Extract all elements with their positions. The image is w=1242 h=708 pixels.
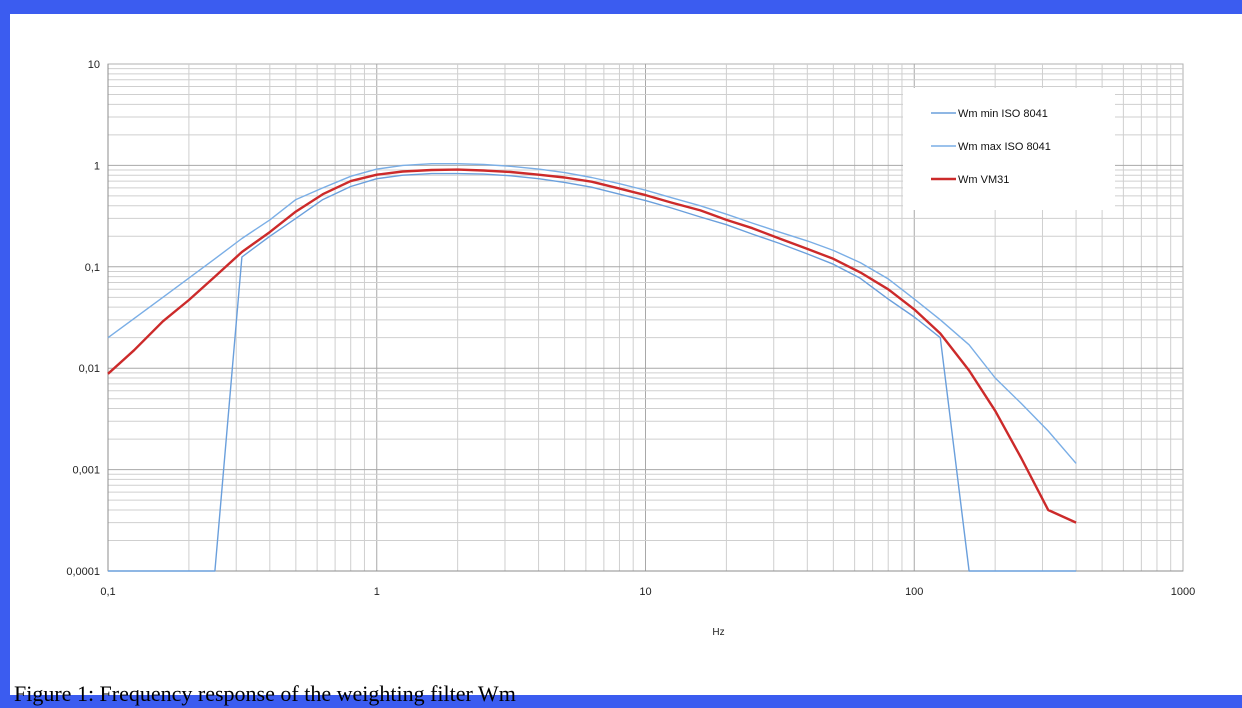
x-tick-label: 100 xyxy=(905,586,923,598)
x-tick-label: 0,1 xyxy=(100,586,115,598)
y-tick-label: 10 xyxy=(88,59,100,71)
y-tick-label: 0,0001 xyxy=(66,566,100,578)
y-tick-label: 0,01 xyxy=(79,363,100,375)
x-tick-label: 1000 xyxy=(1171,586,1195,598)
legend-box xyxy=(903,88,1115,210)
frequency-response-chart: 0,1 1 10 100 1000 0,0001 0,001 0,01 0,1 1 10 Hz Wm … xyxy=(66,59,1195,638)
legend-label: Wm VM31 xyxy=(958,174,1009,186)
series-lines xyxy=(107,163,1077,572)
y-tick-label: 0,1 xyxy=(85,262,100,274)
figure-caption: Figure 1: Frequency response of the weig… xyxy=(14,681,516,706)
x-tick-label: 1 xyxy=(374,586,380,598)
y-tick-label: 0,001 xyxy=(72,465,100,477)
axes: 0,1 1 10 100 1000 0,0001 0,001 0,01 0,1 1 10 Hz xyxy=(66,59,1195,638)
top-frame-bar xyxy=(0,0,1242,14)
x-tick-label: 10 xyxy=(639,586,651,598)
series-line-1 xyxy=(108,172,1077,572)
legend: Wm min ISO 8041 Wm max ISO 8041 Wm VM31 xyxy=(903,88,1115,210)
figure-panel: 0,1 1 10 100 1000 0,0001 0,001 0,01 0,1 1 10 Hz Wm … xyxy=(10,14,1242,706)
x-axis-label: Hz xyxy=(712,627,724,638)
series-line-3 xyxy=(107,168,1077,524)
legend-label: Wm max ISO 8041 xyxy=(958,141,1051,153)
legend-label: Wm min ISO 8041 xyxy=(958,108,1048,120)
y-tick-label: 1 xyxy=(94,160,100,172)
series-line-2 xyxy=(107,163,1077,464)
